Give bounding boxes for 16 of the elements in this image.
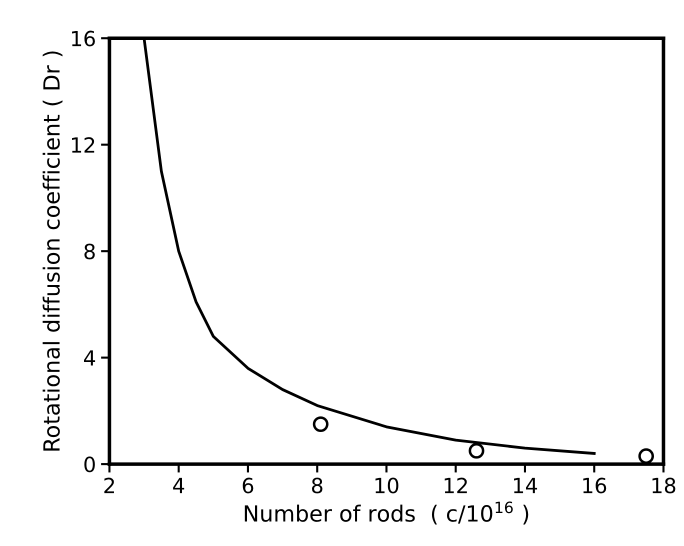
- x-tick-label: 2: [104, 478, 114, 494]
- x-tick-label: 8: [312, 478, 322, 494]
- y-axis-title: Rotational diffusion coefficient ( Dr ): [42, 51, 62, 451]
- x-tick-label: 14: [514, 478, 538, 494]
- x-tick-label: 12: [444, 478, 467, 494]
- x-axis-title: Number of rods ( c/10$^{16}$ ): [244, 502, 528, 524]
- y-tick-label: 0: [84, 456, 95, 472]
- x-tick-label: 18: [652, 478, 676, 494]
- x-tick-label: 16: [583, 478, 606, 494]
- x-tick-label: 6: [242, 478, 254, 494]
- y-tick-label: 8: [84, 244, 95, 260]
- y-tick-label: 4: [84, 350, 96, 366]
- y-tick-label: 16: [72, 30, 95, 46]
- x-tick-label: 4: [173, 478, 184, 494]
- x-tick-label: 10: [375, 478, 398, 494]
- y-tick-label: 12: [72, 137, 94, 153]
